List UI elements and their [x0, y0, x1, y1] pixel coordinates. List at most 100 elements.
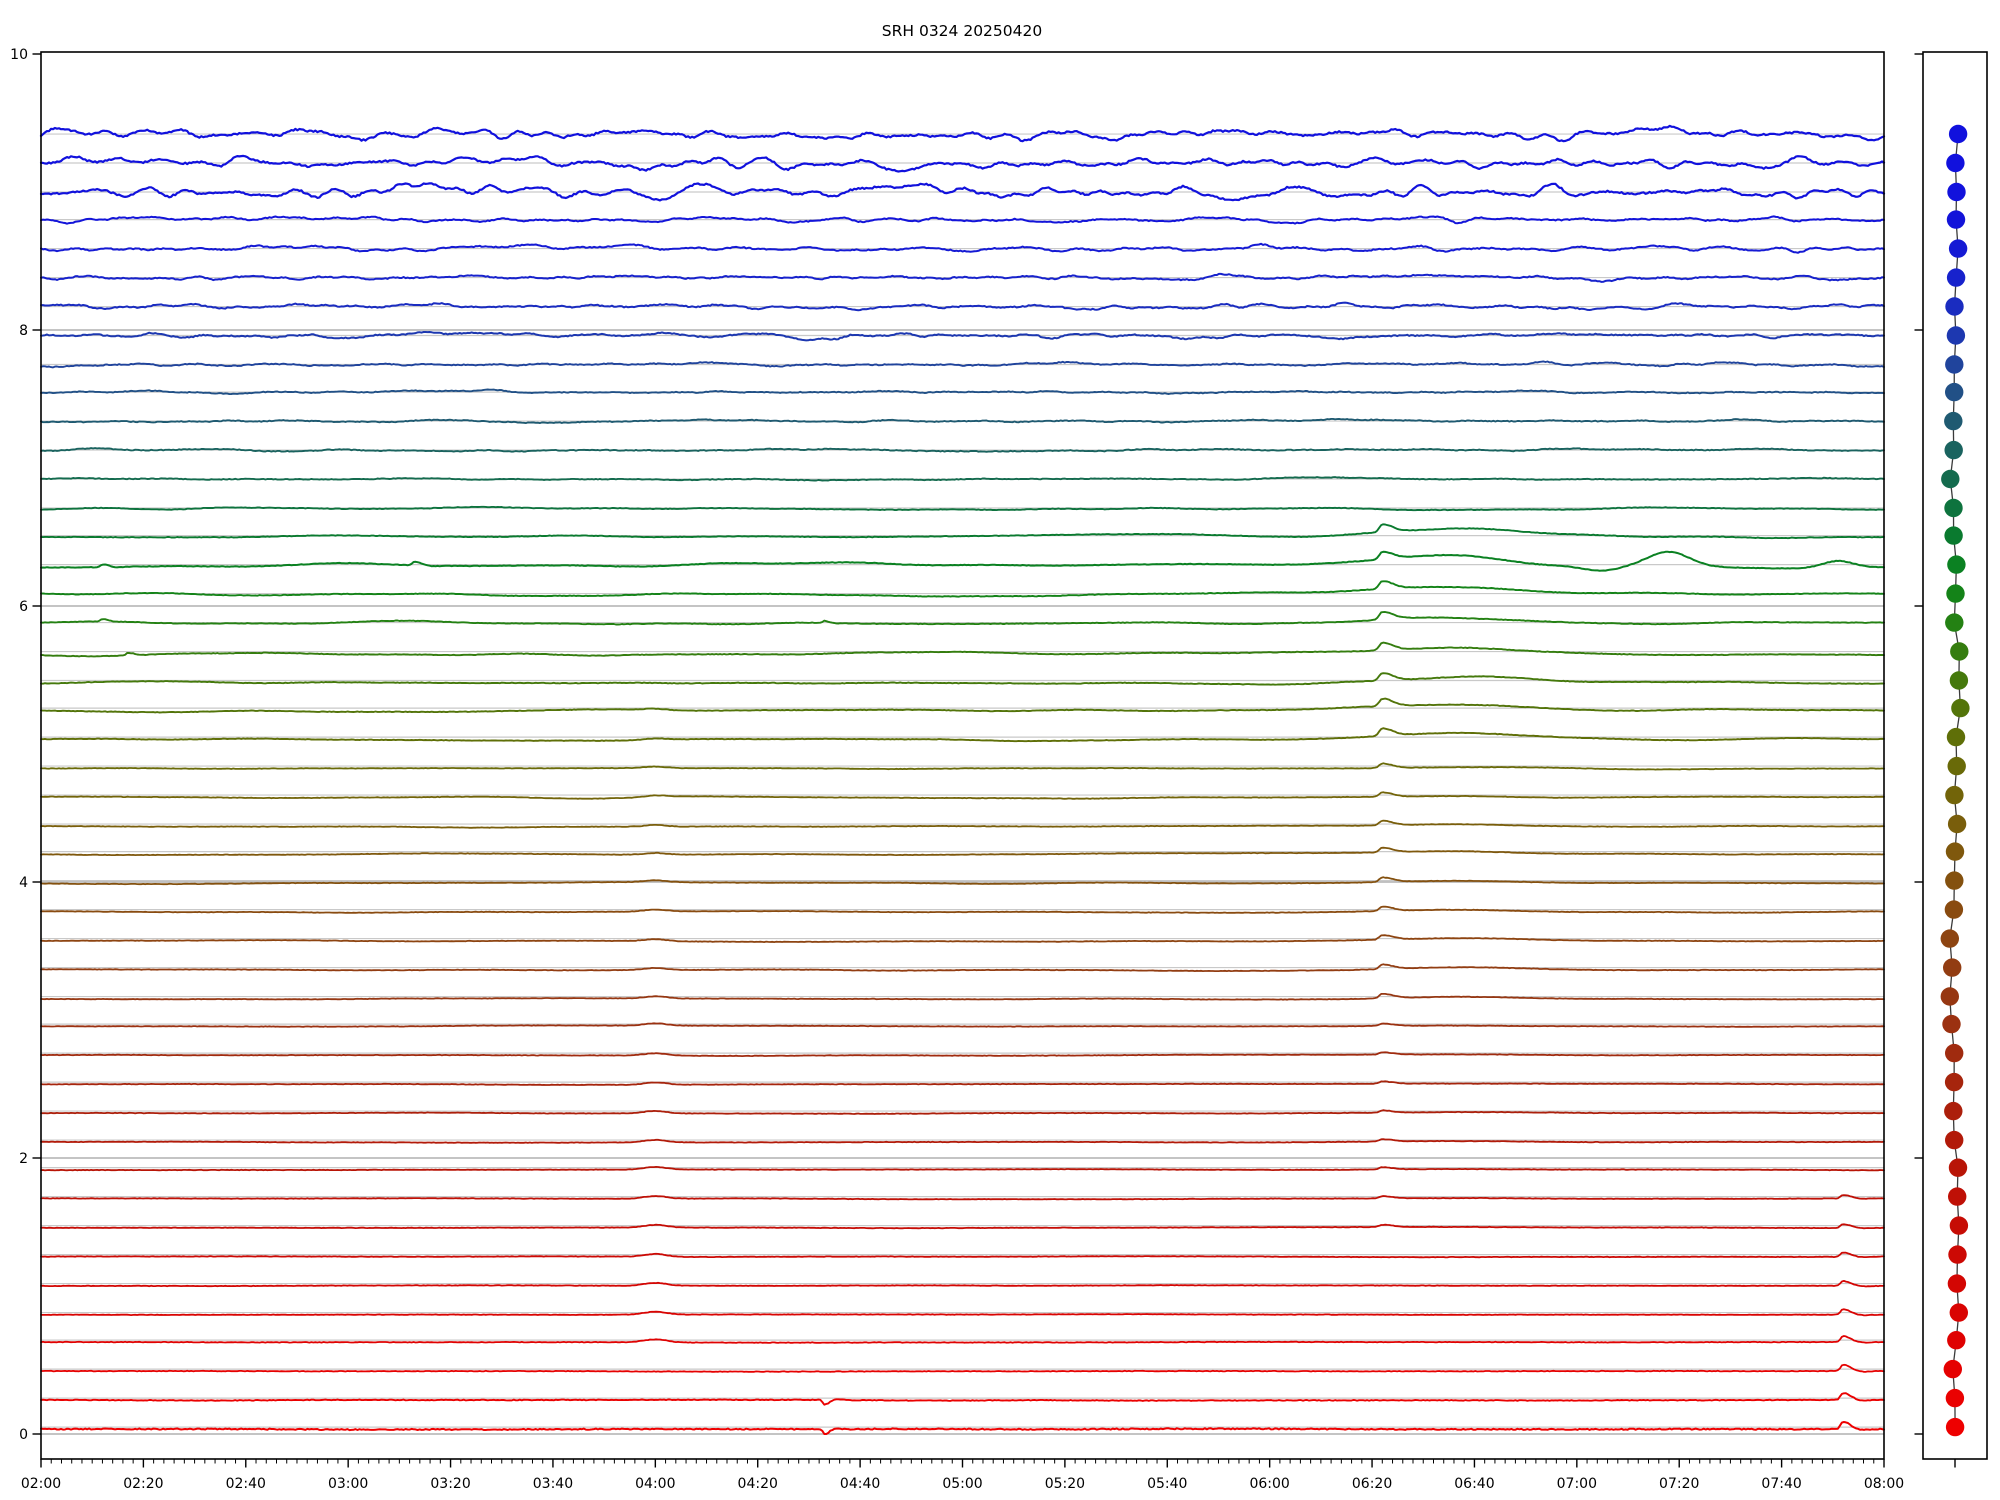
- waveform-trace: [40, 1138, 1885, 1144]
- trace-marker-dot: [1945, 871, 1964, 890]
- waveform-trace: [40, 963, 1885, 972]
- waveform-trace: [40, 523, 1885, 540]
- trace-marker-dot: [1940, 987, 1960, 1006]
- trace-marker-dot: [1946, 727, 1966, 747]
- x-tick-label: 06:00: [1249, 1476, 1289, 1492]
- trace-marker-dot: [1943, 1359, 1963, 1379]
- trace-marker-dot: [1946, 268, 1966, 287]
- chart-title: SRH 0324 20250420: [882, 22, 1042, 40]
- waveform-trace: [40, 1251, 1885, 1259]
- waveform-trace: [40, 819, 1885, 829]
- x-tick-label: 02:20: [123, 1476, 163, 1492]
- waveform-trace: [40, 417, 1885, 425]
- x-tick-label: 08:00: [1864, 1476, 1904, 1492]
- x-tick-label: 04:20: [738, 1476, 778, 1492]
- main-plot-frame: [40, 51, 1885, 1460]
- trace-marker-dot: [1946, 153, 1965, 173]
- waveform-trace: [40, 272, 1885, 283]
- waveform-trace: [40, 727, 1885, 743]
- y-tick-label: 6: [19, 599, 28, 615]
- waveform-trace: [39, 182, 1886, 202]
- trace-marker-dot: [1945, 842, 1965, 861]
- x-tick-label: 07:00: [1557, 1476, 1597, 1492]
- waveform-trace: [40, 1392, 1885, 1406]
- trace-marker-dot: [1948, 239, 1968, 258]
- x-tick-label: 05:40: [1147, 1476, 1187, 1492]
- x-tick-label: 07:40: [1761, 1476, 1801, 1492]
- trace-marker-dot: [1946, 584, 1965, 603]
- trace-marker-dot: [1948, 124, 1968, 144]
- trace-marker-dot: [1945, 785, 1964, 805]
- trace-marker-dot: [1947, 756, 1966, 776]
- waveform-trace: [40, 934, 1885, 943]
- waveform-trace: [40, 1080, 1885, 1086]
- y-tick-label: 8: [19, 323, 28, 339]
- waveform-trace: [40, 580, 1885, 598]
- trace-marker-dot: [1946, 326, 1966, 345]
- x-tick-label: 06:40: [1454, 1476, 1494, 1492]
- trace-marker-dot: [1944, 900, 1964, 919]
- waveform-trace: [40, 697, 1885, 714]
- trace-marker-dot: [1948, 1187, 1967, 1206]
- trace-marker-dot: [1944, 1101, 1963, 1121]
- waveform-trace: [39, 154, 1886, 173]
- x-tick-label: 07:20: [1659, 1476, 1699, 1492]
- trace-marker-dot: [1947, 182, 1966, 202]
- trace-marker-dot: [1947, 1331, 1966, 1350]
- waveform-trace: [40, 1022, 1885, 1028]
- waveform-trace: [40, 1223, 1885, 1230]
- trace-marker-dot: [1944, 1072, 1964, 1092]
- trace-marker-dot: [1940, 929, 1960, 948]
- trace-marker-dot: [1944, 440, 1963, 460]
- x-tick-label: 03:40: [533, 1476, 573, 1492]
- waveform-trace: [40, 993, 1885, 1001]
- waveform-trace: [40, 846, 1885, 856]
- trace-marker-dot: [1945, 382, 1964, 402]
- waveform-trace: [40, 1421, 1885, 1435]
- trace-marker-dot: [1943, 958, 1962, 977]
- trace-marker-dot: [1945, 613, 1964, 632]
- trace-marker-dot: [1942, 1014, 1961, 1034]
- waveform-trace: [40, 447, 1885, 453]
- trace-marker-dot: [1949, 671, 1969, 690]
- x-tick-label: 05:20: [1045, 1476, 1085, 1492]
- trace-marker-dot: [1945, 1417, 1965, 1437]
- trace-marker-dot: [1945, 1388, 1965, 1408]
- trace-marker-dot: [1949, 1216, 1969, 1235]
- waveform-trace: [40, 550, 1885, 572]
- waveform-trace: [40, 641, 1885, 658]
- trace-marker-dot: [1948, 1245, 1967, 1264]
- waveform-trace: [40, 360, 1885, 369]
- trace-marker-dot: [1951, 698, 1970, 718]
- waveform-trace: [40, 1363, 1885, 1373]
- trace-marker-dot: [1946, 210, 1966, 229]
- waveform-trace: [40, 215, 1885, 225]
- waveform-trace: [40, 476, 1885, 482]
- waveform-trace: [40, 672, 1885, 686]
- trace-marker-dot: [1947, 555, 1966, 574]
- y-tick-label: 10: [10, 47, 28, 63]
- trace-marker-dot: [1944, 526, 1963, 545]
- x-tick-label: 04:40: [840, 1476, 880, 1492]
- waveform-trace: [40, 905, 1885, 914]
- waveform-trace: [40, 301, 1885, 312]
- y-tick-label: 2: [19, 1151, 28, 1167]
- trace-marker-dot: [1945, 1130, 1964, 1150]
- trace-marker-dot: [1948, 1158, 1968, 1177]
- waveform-trace: [40, 1109, 1885, 1115]
- trace-marker-dot: [1945, 1043, 1964, 1063]
- x-tick-label: 03:20: [430, 1476, 470, 1492]
- x-tick-label: 03:00: [328, 1476, 368, 1492]
- waveform-trace: [40, 1308, 1885, 1317]
- x-tick-label: 02:40: [226, 1476, 266, 1492]
- waveform-trace: [40, 331, 1885, 342]
- waveform-trace: [40, 388, 1885, 396]
- waveform-trace: [40, 1194, 1885, 1201]
- waveform-trace: [40, 876, 1885, 886]
- waveform-trace: [40, 242, 1885, 254]
- trace-marker-dot: [1945, 297, 1964, 316]
- waveform-trace: [40, 1335, 1885, 1344]
- y-tick-label: 0: [19, 1427, 28, 1443]
